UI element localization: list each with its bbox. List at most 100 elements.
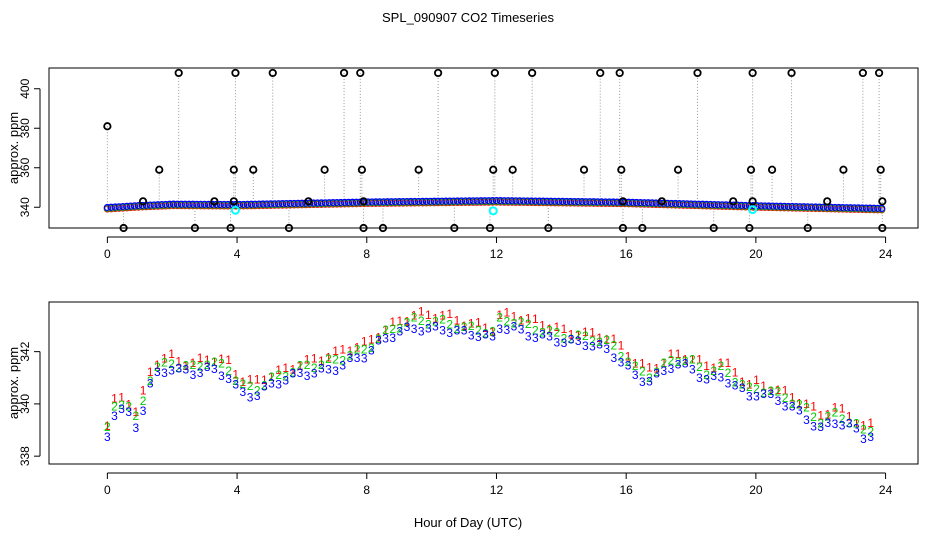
series-2-marker: 2 — [739, 378, 746, 392]
series-2-marker: 2 — [546, 323, 553, 337]
series-3-marker: 3 — [746, 390, 753, 404]
series-1-marker: 1 — [147, 365, 154, 379]
series-3-marker: 3 — [318, 362, 325, 376]
baseline-point — [372, 198, 380, 206]
series-3-marker: 3 — [347, 351, 354, 365]
series-3-marker: 3 — [817, 420, 824, 434]
series-3-marker: 3 — [839, 418, 846, 432]
spike-point — [618, 223, 628, 233]
series-3-marker: 3 — [368, 343, 375, 357]
series-2-marker: 2 — [389, 322, 396, 336]
series-1-marker: 1 — [354, 340, 361, 354]
series-3-marker: 3 — [161, 366, 168, 380]
baseline-point — [671, 199, 680, 208]
series-2-marker: 2 — [561, 332, 568, 346]
series-2-marker: 2 — [860, 422, 867, 436]
series-1-marker: 1 — [282, 361, 289, 375]
series-1-marker: 1 — [710, 361, 717, 375]
series-1-marker: 1 — [489, 325, 496, 339]
baseline-point — [146, 201, 154, 209]
baseline-point — [399, 197, 407, 206]
series-3-marker: 3 — [575, 334, 582, 348]
baseline-point — [442, 197, 450, 205]
series-2-marker: 2 — [796, 397, 803, 411]
series-1-marker: 1 — [810, 400, 817, 414]
series-1-marker: 1 — [618, 338, 625, 352]
spike-point — [745, 223, 754, 233]
baseline-point — [457, 197, 466, 205]
baseline-point — [461, 197, 469, 205]
series-3-marker: 3 — [418, 325, 425, 339]
baseline-point — [193, 200, 201, 208]
spike-point — [359, 223, 368, 233]
baseline-point — [780, 202, 789, 211]
series-2-marker: 2 — [775, 384, 782, 398]
series-3-marker: 3 — [304, 369, 311, 383]
series-3-marker: 3 — [147, 377, 154, 391]
series-2-marker: 2 — [504, 315, 511, 329]
series-3-marker: 3 — [125, 405, 132, 419]
baseline-point — [644, 199, 652, 207]
series-2-marker: 2 — [653, 365, 660, 379]
series-1-marker: 1 — [297, 359, 304, 373]
series-2-marker: 2 — [732, 375, 739, 389]
spike-point — [138, 197, 148, 206]
baseline-point — [741, 201, 750, 210]
series-3-marker: 3 — [532, 331, 539, 345]
spike-point — [249, 165, 258, 174]
x-tick-label: 20 — [749, 247, 763, 261]
series-3-marker: 3 — [446, 326, 453, 340]
baseline-point — [578, 198, 586, 206]
series-1-marker: 1 — [204, 353, 211, 367]
series-1-marker: 1 — [639, 356, 646, 370]
baseline-point — [247, 200, 255, 208]
series-2-marker: 2 — [760, 386, 767, 400]
series-2-marker: 2 — [660, 356, 667, 370]
baseline-point — [379, 198, 388, 206]
series-2-marker: 2 — [154, 360, 161, 374]
series-2-marker: 2 — [468, 319, 475, 333]
baseline-point — [874, 204, 882, 213]
baseline-point — [520, 197, 528, 205]
spike-point — [748, 68, 757, 78]
series-1-marker: 1 — [154, 358, 161, 372]
x-tick-label: 8 — [363, 247, 370, 261]
series-2-marker: 2 — [575, 328, 582, 342]
series-2-marker: 2 — [539, 326, 546, 340]
x-tick-label: 12 — [490, 247, 504, 261]
series-2-marker: 2 — [375, 332, 382, 346]
baseline-point — [574, 197, 582, 206]
baseline-point — [165, 200, 174, 208]
series-1-marker: 1 — [796, 397, 803, 411]
baseline-point — [158, 200, 166, 209]
baseline-point — [772, 202, 781, 210]
baseline-point — [434, 197, 442, 205]
baseline-point — [263, 200, 271, 208]
series-1-marker: 1 — [454, 314, 461, 328]
series-2-marker: 2 — [482, 327, 489, 341]
series-3-marker: 3 — [425, 321, 432, 335]
baseline-point — [376, 198, 384, 206]
series-1-marker: 1 — [475, 315, 482, 329]
series-3-marker: 3 — [411, 322, 418, 336]
series-2-marker: 2 — [767, 384, 774, 398]
baseline-point — [204, 200, 213, 209]
spike-point — [878, 197, 887, 206]
series-3-marker: 3 — [182, 363, 189, 377]
series-2-marker: 2 — [168, 357, 175, 371]
baseline-point — [640, 199, 648, 207]
baseline-point — [278, 200, 287, 208]
series-2-marker: 2 — [396, 321, 403, 335]
series-2-marker: 2 — [211, 355, 218, 369]
series-2-marker: 2 — [268, 370, 275, 384]
series-2-marker: 2 — [225, 364, 232, 378]
spike-point — [103, 122, 112, 131]
series-3-marker: 3 — [439, 324, 446, 338]
series-3-marker: 3 — [546, 330, 553, 344]
series-3-marker: 3 — [518, 322, 525, 336]
series-1-marker: 1 — [347, 344, 354, 358]
series-1-marker: 1 — [753, 373, 760, 387]
spike-point — [617, 165, 626, 174]
baseline-point — [107, 203, 115, 211]
